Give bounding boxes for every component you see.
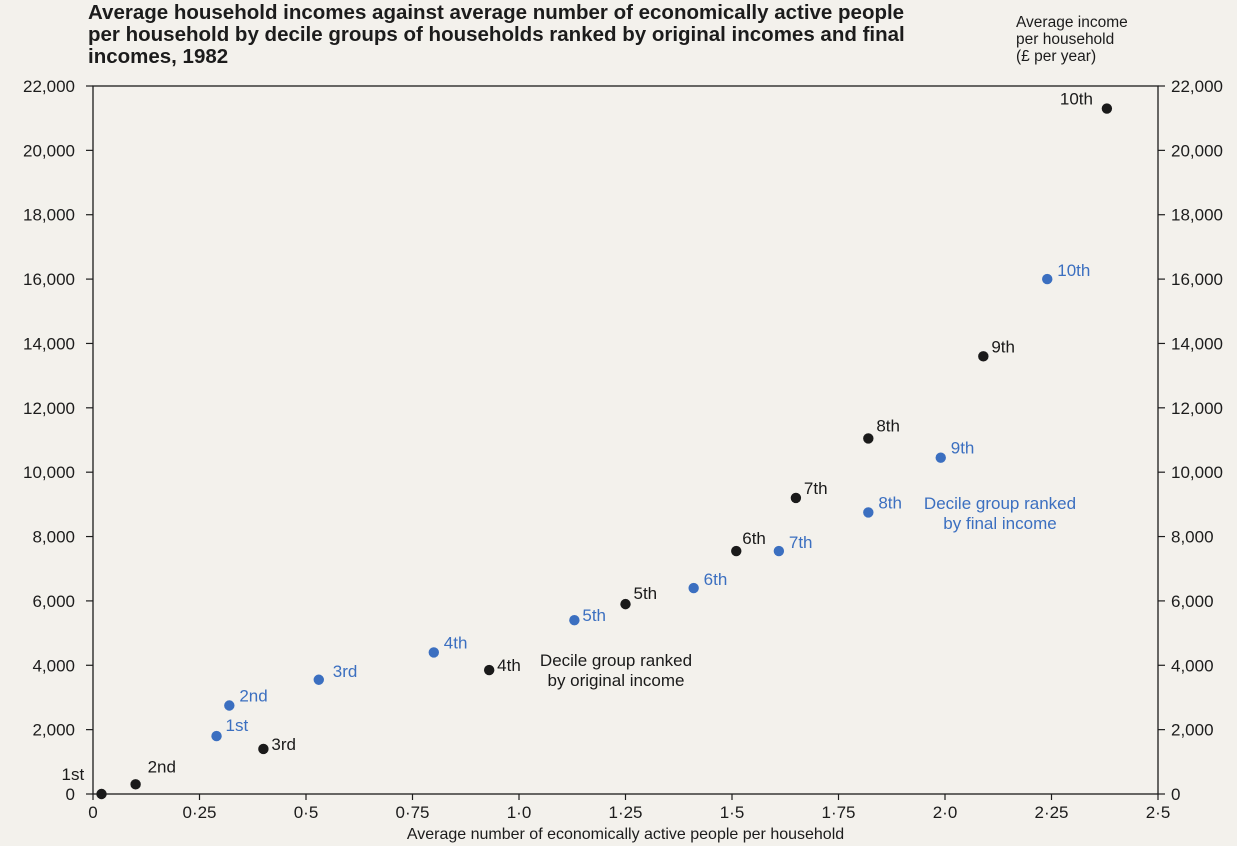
- point-final-10th: [1042, 273, 1053, 285]
- point-original-8th: [863, 433, 874, 444]
- y-tick-label-right: 0: [1171, 785, 1180, 804]
- point-label-original-6th: 6th: [742, 529, 766, 548]
- point-original-4th: [483, 664, 495, 676]
- chart-title: Average household incomes against averag…: [88, 1, 905, 68]
- y-tick-label-left: 20,000: [23, 141, 75, 160]
- point-final-2nd: [224, 700, 235, 711]
- y-tick-label-left: 12,000: [23, 399, 75, 418]
- point-label-final-6th: 6th: [704, 570, 728, 589]
- y-tick-label-left: 22,000: [23, 77, 75, 96]
- y-tick-label-left: 14,000: [23, 334, 75, 353]
- x-tick-label: 0·25: [182, 803, 216, 822]
- point-label-original-4th: 4th: [497, 656, 521, 675]
- y-tick-label-left: 2,000: [32, 721, 75, 740]
- final-income-note-line-1: Decile group ranked: [923, 494, 1077, 513]
- y-tick-label-right: 18,000: [1171, 206, 1223, 225]
- point-original-9th: [978, 351, 989, 362]
- y-tick-label-left: 10,000: [23, 463, 75, 482]
- point-label-original-9th: 9th: [991, 337, 1015, 356]
- point-original-7th: [790, 492, 802, 504]
- x-tick-label: 1·5: [720, 803, 745, 822]
- y-tick-label-left: 18,000: [23, 206, 75, 225]
- point-original-10th: [1101, 103, 1113, 114]
- y-tick-label-left: 16,000: [23, 270, 75, 289]
- y-tick-label-left: 6,000: [32, 592, 75, 611]
- x-tick-label: 0·5: [294, 803, 319, 822]
- y-tick-label-right: 16,000: [1171, 270, 1223, 289]
- point-label-final-7th: 7th: [789, 533, 813, 552]
- point-label-original-10th: 10th: [1060, 90, 1093, 109]
- point-final-4th: [428, 647, 439, 658]
- point-label-original-3rd: 3rd: [271, 735, 296, 754]
- point-label-final-5th: 5th: [582, 606, 606, 625]
- point-label-final-1st: 1st: [226, 716, 249, 735]
- y-tick-label-right: 22,000: [1171, 77, 1223, 96]
- y-tick-label-right: 14,000: [1171, 334, 1223, 353]
- x-tick-label: 1·75: [821, 803, 855, 822]
- point-label-original-7th: 7th: [804, 479, 828, 498]
- y-tick-label-right: 10,000: [1171, 463, 1223, 482]
- x-tick-label: 2·25: [1034, 803, 1068, 822]
- y-tick-label-right: 8,000: [1171, 528, 1214, 547]
- point-label-final-3rd: 3rd: [333, 662, 358, 681]
- point-original-2nd: [130, 779, 141, 790]
- point-final-3rd: [313, 674, 324, 685]
- point-label-original-1st: 1st: [62, 765, 85, 784]
- right-axis-unit-line-1: Average income: [1016, 14, 1128, 31]
- y-tick-label-right: 4,000: [1171, 656, 1214, 675]
- point-original-3rd: [258, 743, 269, 755]
- point-final-1st: [211, 730, 222, 742]
- y-tick-label-left: 0: [66, 785, 75, 804]
- y-tick-label-right: 12,000: [1171, 399, 1223, 418]
- x-tick-label: 1·25: [608, 803, 642, 822]
- point-final-9th: [935, 452, 946, 463]
- original-income-note-line-2: by original income: [547, 671, 685, 690]
- point-final-5th: [569, 615, 580, 626]
- point-label-original-5th: 5th: [634, 584, 658, 603]
- point-final-7th: [773, 545, 785, 557]
- right-axis-unit-label: Average income per household (£ per year…: [1016, 14, 1128, 65]
- point-original-5th: [620, 598, 631, 610]
- right-axis-unit-line-2: per household: [1016, 31, 1115, 48]
- y-tick-label-left: 4,000: [32, 656, 75, 675]
- original-income-note-line-1: Decile group ranked: [539, 651, 693, 670]
- point-final-6th: [688, 582, 699, 594]
- point-label-final-4th: 4th: [444, 633, 468, 652]
- y-tick-label-right: 6,000: [1171, 592, 1214, 611]
- point-original-6th: [731, 545, 742, 557]
- final-income-note: Decile group ranked by final income: [880, 494, 1120, 534]
- final-income-note-line-2: by final income: [943, 514, 1057, 533]
- y-tick-label-left: 8,000: [32, 528, 75, 547]
- point-final-8th: [863, 507, 874, 518]
- x-tick-label: 0: [88, 803, 97, 822]
- x-tick-label: 1·0: [507, 803, 532, 822]
- point-label-final-2nd: 2nd: [239, 687, 267, 706]
- y-tick-label-right: 2,000: [1171, 721, 1214, 740]
- right-axis-unit-line-3: (£ per year): [1016, 48, 1097, 65]
- x-tick-label: 0·75: [395, 803, 429, 822]
- point-label-original-2nd: 2nd: [148, 757, 176, 776]
- point-label-final-9th: 9th: [951, 439, 975, 458]
- x-tick-label: 2·0: [933, 803, 958, 822]
- x-axis-label: Average number of economically active pe…: [406, 826, 845, 843]
- point-label-final-10th: 10th: [1057, 261, 1090, 280]
- point-label-original-8th: 8th: [876, 416, 900, 435]
- x-tick-label: 2·5: [1146, 803, 1171, 822]
- point-original-1st: [96, 788, 107, 800]
- original-income-note: Decile group ranked by original income: [496, 651, 736, 691]
- point-label-final-8th: 8th: [878, 493, 902, 512]
- y-tick-label-right: 20,000: [1171, 141, 1223, 160]
